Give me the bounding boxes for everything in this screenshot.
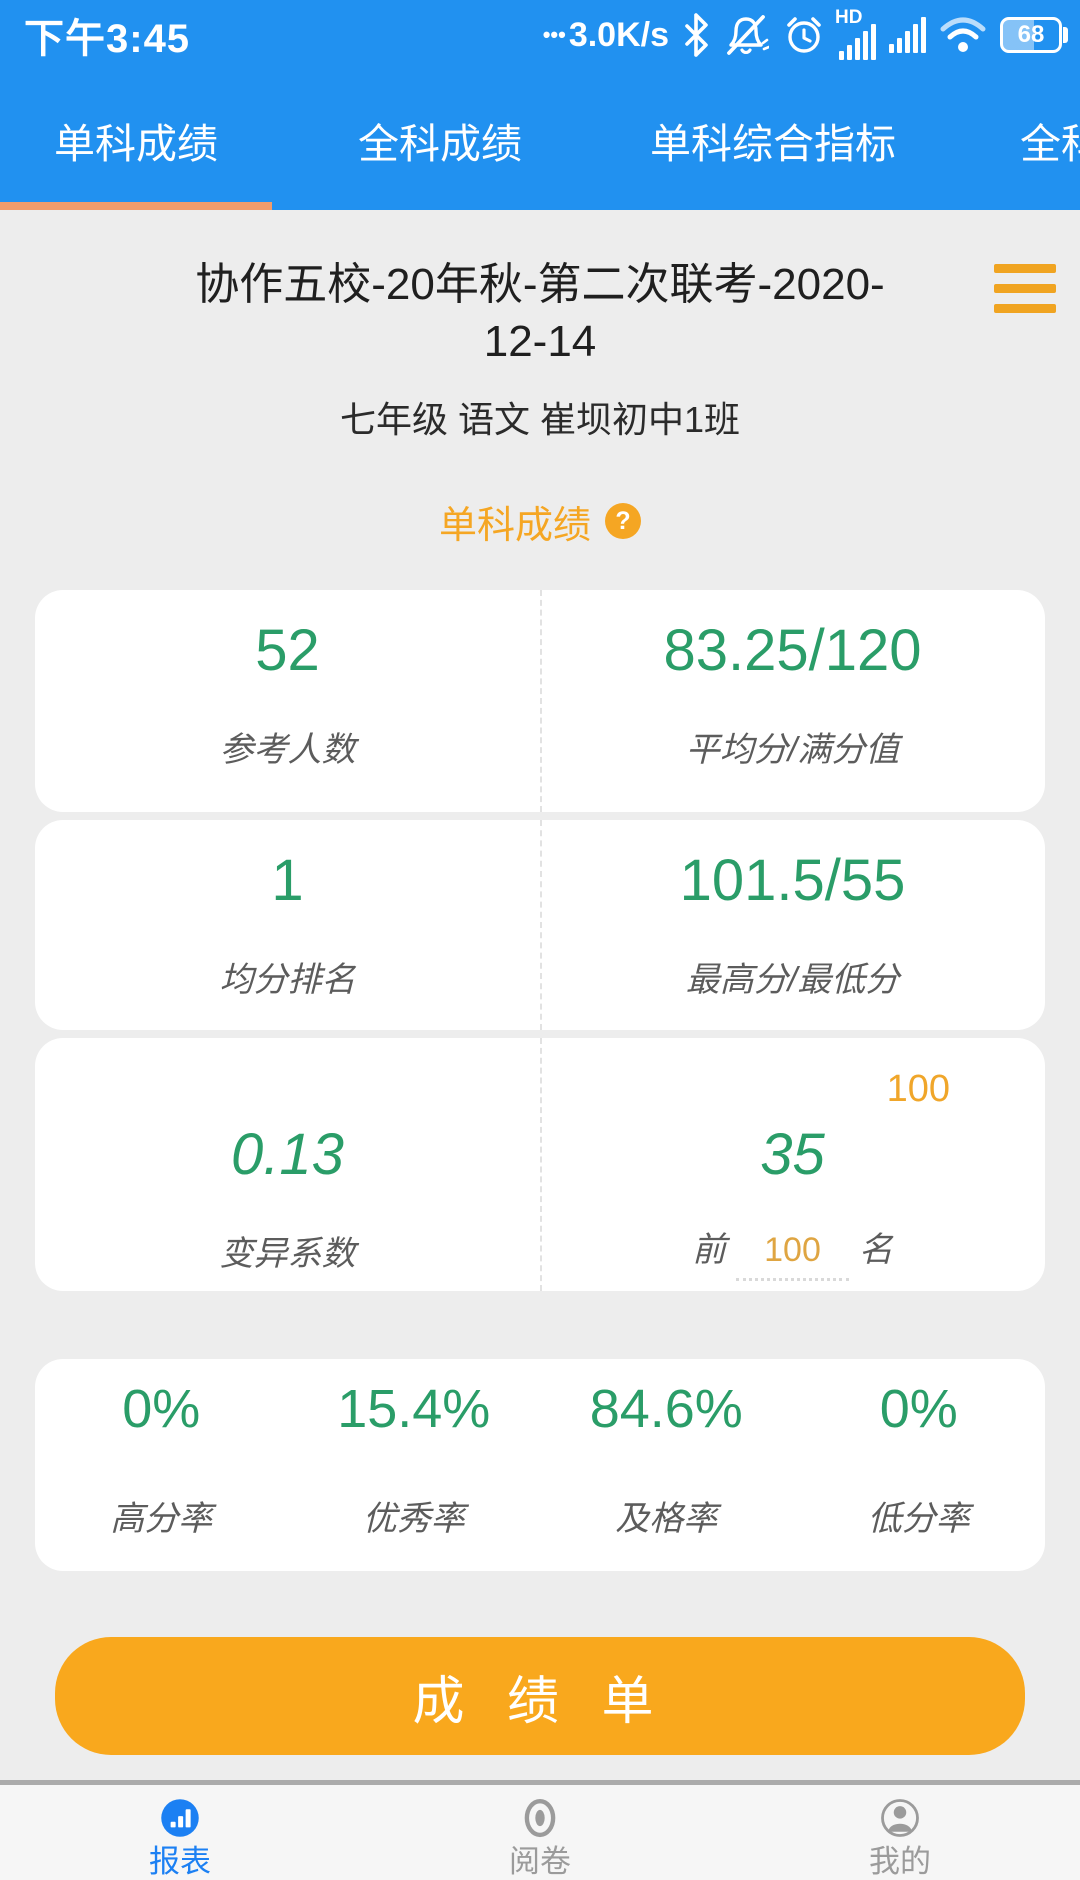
status-bar: 下午3:45 ••• 3.0K/s HD xyxy=(0,0,1080,70)
rate-value: 84.6% xyxy=(589,1379,743,1439)
tab-all-subject-index[interactable]: 全科综合指标 xyxy=(1020,121,1080,167)
rate-value: 0% xyxy=(122,1379,201,1439)
battery-icon: 68 xyxy=(1000,17,1062,53)
top-n-label: 前 100 名 xyxy=(692,1222,893,1281)
stat-label: 参考人数 xyxy=(219,731,356,769)
main-content: 协作五校-20年秋-第二次联考-2020- 12-14 七年级 语文 崔坝初中1… xyxy=(0,210,1080,1780)
stat-value: 1 xyxy=(271,848,304,913)
rate-label: 低分率 xyxy=(867,1500,970,1538)
stat-card-row2: 1 均分排名 101.5/55 最高分/最低分 xyxy=(35,820,1045,1030)
section-header: 单科成绩 ? xyxy=(0,500,1080,547)
alarm-clock-icon xyxy=(787,17,821,53)
stat-top-n-count: 100 35 前 100 名 xyxy=(540,1038,1045,1291)
tab-all-subject-score[interactable]: 全科成绩 xyxy=(358,121,522,167)
top-n-input[interactable]: 100 xyxy=(736,1231,849,1281)
bluetooth-icon xyxy=(685,13,708,57)
rate-label: 高分率 xyxy=(110,1500,213,1538)
stat-average-rank: 1 均分排名 xyxy=(35,820,540,1030)
section-title: 单科成绩 xyxy=(438,504,591,547)
help-icon[interactable]: ? xyxy=(605,503,641,539)
stat-value: 52 xyxy=(255,618,320,683)
rate-pass: 84.6% 及格率 xyxy=(540,1377,793,1571)
stat-variation-coefficient: 0.13 变异系数 xyxy=(35,1038,540,1291)
class-subtitle: 七年级 语文 崔坝初中1班 xyxy=(339,399,741,440)
stat-label: 变异系数 xyxy=(219,1235,356,1273)
signal-icon xyxy=(889,17,926,53)
rates-card: 0% 高分率 15.4% 优秀率 84.6% 及格率 0% 低分率 xyxy=(35,1359,1045,1571)
person-icon xyxy=(881,1799,919,1837)
exam-title: 协作五校-20年秋-第二次联考-2020- 12-14 xyxy=(195,260,885,366)
nav-label: 阅卷 xyxy=(509,1844,571,1879)
tab-single-subject-score[interactable]: 单科成绩 xyxy=(0,70,272,210)
stat-label: 平均分/满分值 xyxy=(685,731,900,769)
nav-divider xyxy=(0,1780,1080,1785)
bar-chart-icon xyxy=(161,1799,199,1837)
network-dots: ••• xyxy=(542,22,566,47)
stat-value: 0.13 xyxy=(231,1122,344,1187)
rate-value: 15.4% xyxy=(337,1379,491,1439)
stat-cards: 52 参考人数 83.25/120 平均分/满分值 1 均分排名 101.5/5… xyxy=(35,590,1045,1291)
stat-card-row3: 0.13 变异系数 100 35 前 100 名 xyxy=(35,1038,1045,1291)
rate-high-score: 0% 高分率 xyxy=(35,1377,288,1571)
status-time: 下午3:45 xyxy=(24,17,191,61)
status-icons: ••• 3.0K/s HD xyxy=(542,8,1062,60)
stat-average-fullscore: 83.25/120 平均分/满分值 xyxy=(540,590,1045,812)
tab-single-subject-index[interactable]: 单科综合指标 xyxy=(650,121,896,167)
battery-percent: 68 xyxy=(1017,21,1045,48)
stat-label: 均分排名 xyxy=(219,961,356,999)
stat-value: 83.25/120 xyxy=(663,618,922,683)
bottom-nav: 报表 阅卷 我的 xyxy=(0,1780,1080,1880)
nav-item-profile[interactable]: 我的 xyxy=(720,1785,1080,1880)
nav-item-marking[interactable]: 阅卷 xyxy=(360,1785,720,1880)
stat-value: 35 xyxy=(760,1122,825,1187)
rate-label: 及格率 xyxy=(615,1500,718,1538)
mute-bell-icon xyxy=(727,15,769,55)
nav-item-reports[interactable]: 报表 xyxy=(0,1785,360,1880)
wifi-icon xyxy=(940,17,986,52)
stat-label: 最高分/最低分 xyxy=(685,961,900,999)
rate-label: 优秀率 xyxy=(362,1500,465,1538)
tab-bar: 单科成绩 全科成绩 单科综合指标 全科综合指标 xyxy=(0,70,1080,210)
network-speed: ••• 3.0K/s xyxy=(542,15,669,54)
hamburger-menu-icon[interactable] xyxy=(992,262,1058,315)
stat-max-min-score: 101.5/55 最高分/最低分 xyxy=(540,820,1045,1030)
eye-icon xyxy=(524,1798,556,1838)
rate-low-score: 0% 低分率 xyxy=(793,1377,1046,1571)
stat-participants: 52 参考人数 xyxy=(35,590,540,812)
hd-signal-icon: HD xyxy=(835,8,876,60)
stat-card-row1: 52 参考人数 83.25/120 平均分/满分值 xyxy=(35,590,1045,812)
top-n-max-value: 100 xyxy=(886,1068,950,1110)
rate-value: 0% xyxy=(879,1379,958,1439)
nav-label: 我的 xyxy=(869,1844,931,1879)
stat-value: 101.5/55 xyxy=(679,848,906,913)
rate-excellent: 15.4% 优秀率 xyxy=(288,1377,541,1571)
score-report-button[interactable]: 成 绩 单 xyxy=(55,1637,1025,1755)
nav-label: 报表 xyxy=(149,1844,211,1879)
